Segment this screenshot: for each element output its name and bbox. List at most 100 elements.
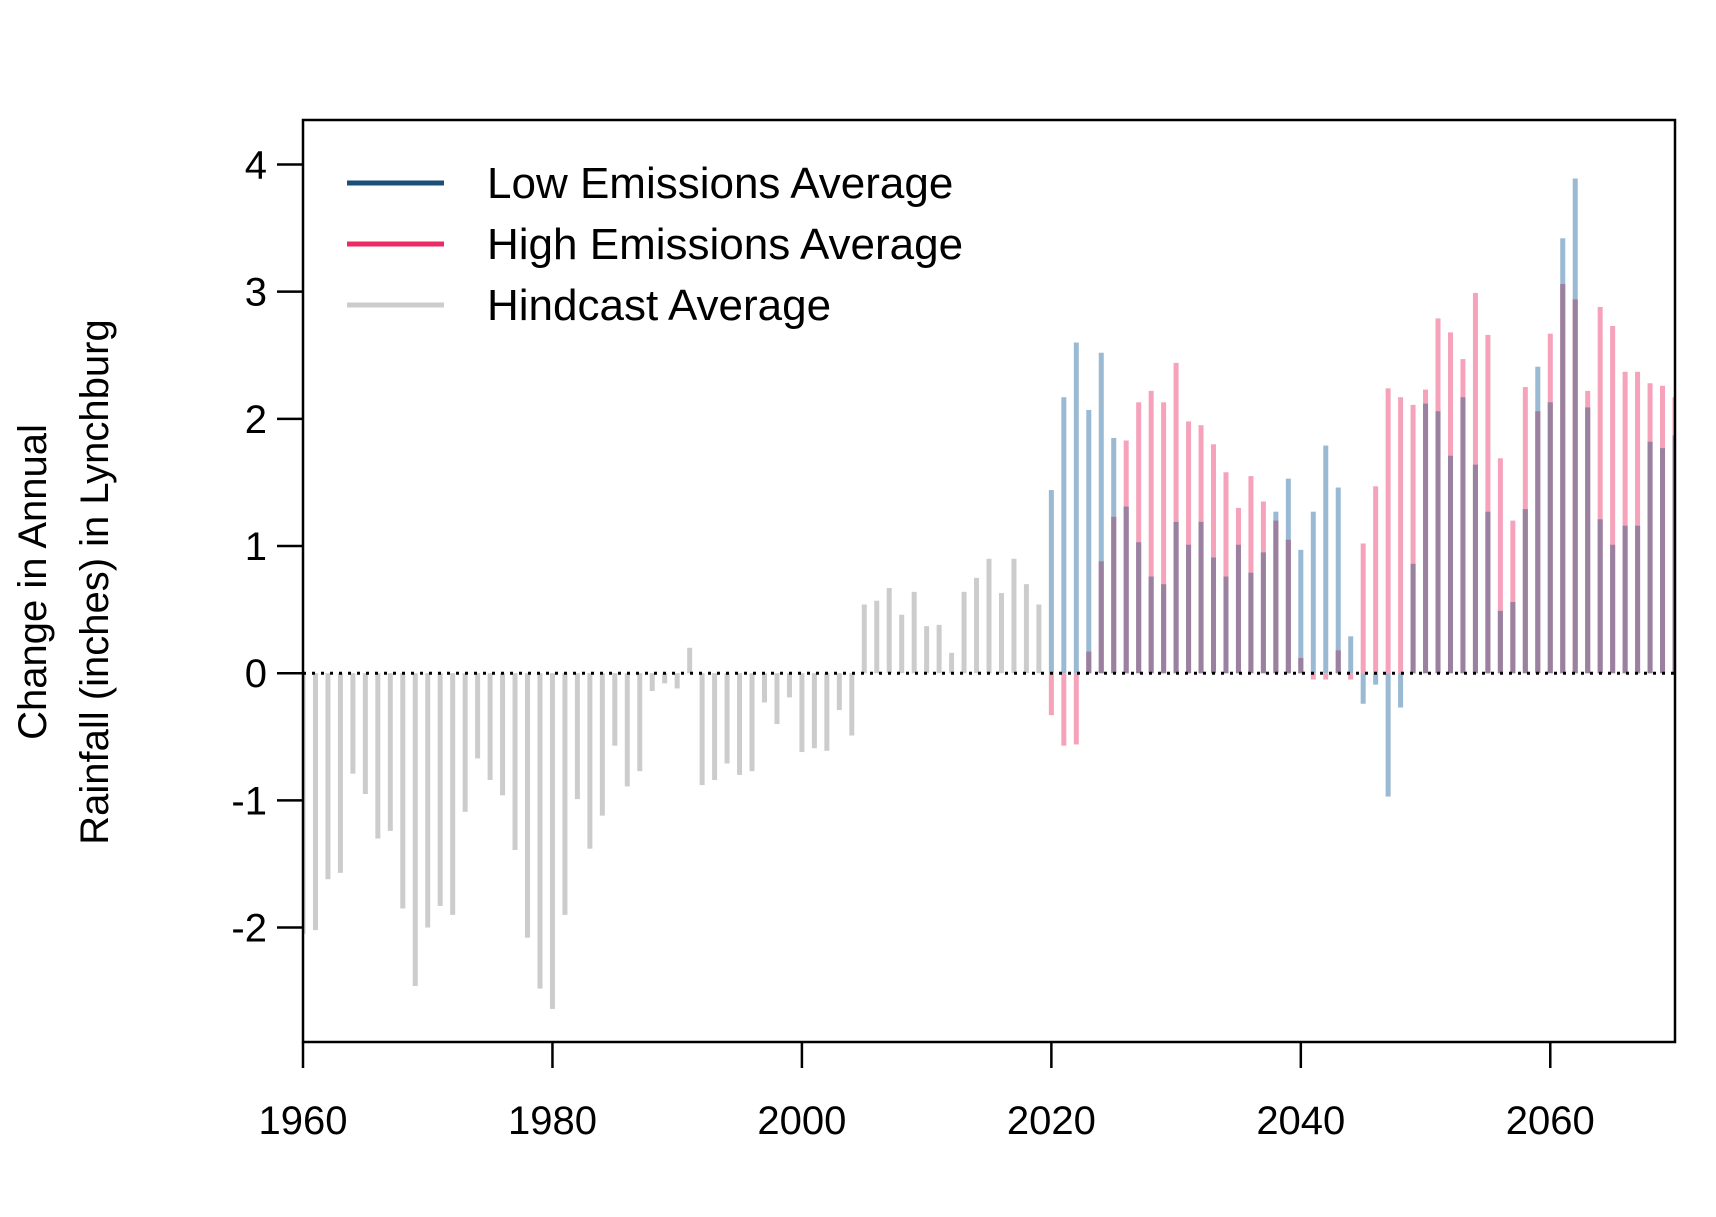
overlap-bar [1211,557,1217,674]
hindcast-bar [674,673,680,689]
hindcast-bar [525,673,531,938]
hindcast-bar [512,673,518,850]
overlap-bar [1410,563,1416,674]
high-emissions-bar [1510,520,1516,674]
overlap-bar [1123,506,1129,674]
high-emissions-bar [1348,673,1354,680]
low-emissions-bar [1086,409,1092,674]
hindcast-bar [761,673,767,703]
low-emissions-bar [1098,352,1104,674]
high-emissions-bar [1622,371,1628,674]
high-emissions-bar [1323,673,1329,680]
hindcast-bar [562,673,568,915]
high-emissions-bar [1497,458,1503,674]
overlap-bar [1460,397,1466,674]
hindcast-bar [1036,604,1042,674]
overlap-bar [1335,650,1341,674]
overlap-bar [1647,441,1653,674]
hindcast-bar [712,673,718,781]
overlap-bar [1136,542,1142,674]
overlap-bar [1173,521,1179,674]
low-emissions-bar [1373,673,1379,685]
overlap-bar [1435,411,1441,674]
high-emissions-bar [1398,397,1404,674]
overlap-bar [1285,539,1291,674]
overlap-bar [1485,511,1491,674]
hindcast-bar [986,558,992,674]
x-tick-label: 2020 [1007,1099,1096,1143]
overlap-bar [1273,520,1279,674]
hindcast-bar [961,591,967,674]
y-tick-label: 0 [245,652,267,696]
hindcast-bar [325,673,331,880]
overlap-bar [1098,561,1104,674]
hindcast-bar [337,673,343,873]
hindcast-bar [549,673,555,1009]
y-axis-title-line-2: Rainfall (inches) in Lynchburg [73,319,117,844]
overlap-bar [1111,516,1117,674]
high-emissions-bar [1048,673,1054,716]
hindcast-bar [574,673,580,800]
hindcast-bar [924,626,930,674]
overlap-bar [1423,403,1429,674]
y-tick-label: 3 [245,271,267,315]
hindcast-bar [836,673,842,711]
x-tick-label: 2060 [1506,1099,1595,1143]
hindcast-bar [437,673,443,906]
low-emissions-bar [1048,490,1054,674]
hindcast-bar [362,673,368,795]
hindcast-bar [874,600,880,674]
overlap-bar [1248,572,1254,674]
hindcast-bar [450,673,456,915]
x-tick-label: 1960 [259,1099,348,1143]
hindcast-bar [861,604,867,674]
hindcast-bar [599,673,605,816]
hindcast-bar [475,673,481,759]
x-tick-label: 2040 [1256,1099,1345,1143]
x-axis: 1960 1980 2000 2020 2040 2060 [259,1042,1595,1143]
high-emissions-bar [1410,404,1416,674]
y-axis-title-line-1: Change in Annual [11,424,55,740]
hindcast-bar [350,673,356,774]
high-emissions-bar [1360,543,1366,674]
x-tick-label: 1980 [508,1099,597,1143]
hindcast-bar [1011,558,1017,674]
hindcast-bar [824,673,830,751]
hindcast-bar [849,673,855,736]
hindcast-bar [974,577,980,674]
hindcast-bar [998,593,1004,674]
high-emissions-bar [1136,402,1142,674]
overlap-bar [1198,521,1204,674]
y-tick-label: -1 [231,779,267,823]
overlap-bar [1447,455,1453,674]
hindcast-bar [462,673,468,812]
low-emissions-bar [1360,673,1366,704]
legend-label-hindcast: Hindcast Average [487,281,831,330]
low-emissions-bar [1298,549,1304,674]
low-emissions-bar [1061,397,1067,674]
overlap-bar [1597,519,1603,674]
overlap-bar [1547,402,1553,674]
hindcast-bar [699,673,705,786]
overlap-bar [1522,509,1528,674]
hindcast-bar [624,673,630,787]
overlap-bar [1260,552,1266,674]
low-emissions-bar [1073,342,1079,674]
low-emissions-bar [1323,445,1329,674]
hindcast-bar [637,673,643,772]
high-emissions-bar [1385,388,1391,674]
hindcast-bar [537,673,543,989]
overlap-bar [1660,448,1666,674]
hindcast-bar [749,673,755,772]
legend-label-high: High Emissions Average [487,220,963,269]
overlap-bar [1535,411,1541,674]
y-tick-label: 2 [245,398,267,442]
overlap-bar [1186,544,1192,674]
hindcast-bar [1023,584,1029,674]
overlap-bar [1148,576,1154,674]
high-emissions-bar [1597,306,1603,674]
y-tick-label: -2 [231,907,267,951]
high-emissions-bar [1485,334,1491,674]
low-emissions-bar [1398,673,1404,708]
low-emissions-bar [1385,673,1391,797]
